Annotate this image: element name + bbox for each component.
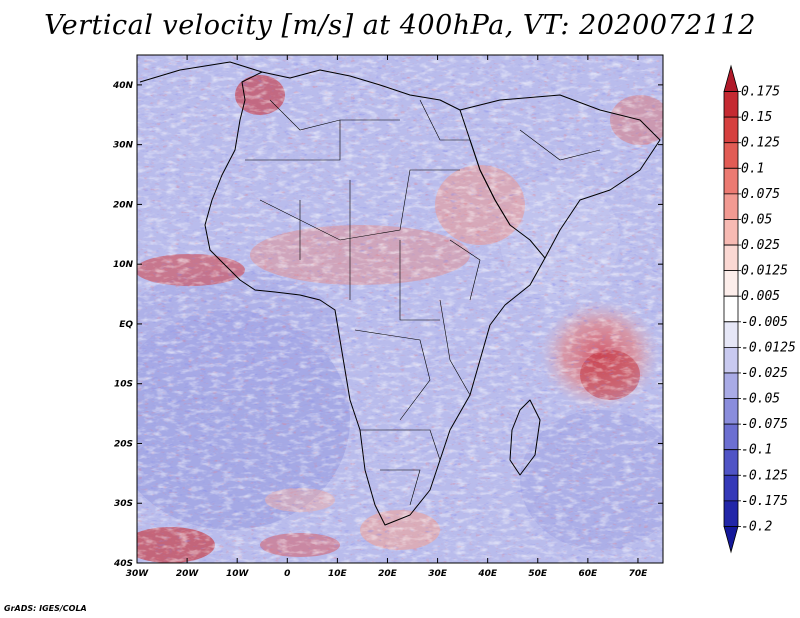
colorbar-label: -0.05: [741, 392, 780, 407]
colorbar-swatch: [723, 193, 739, 220]
colorbar-label: -0.005: [741, 315, 788, 330]
lon-tick-label: 10E: [328, 569, 348, 579]
colorbar-swatch: [723, 64, 739, 92]
colorbar-swatch: [723, 244, 739, 272]
colorbar-label: -0.075: [741, 417, 788, 432]
colorbar: 0.175 0.15 0.125 0.1 0.075 0.05 0.025 0.0125 0.0…: [723, 64, 796, 554]
colorbar-label: 0.05: [741, 212, 772, 227]
chart-title: Vertical velocity [m/s] at 400hPa, VT: 2…: [44, 10, 756, 41]
colorbar-label: -0.025: [741, 366, 788, 381]
colorbar-label: -0.2: [741, 519, 772, 534]
colorbar-label: 0.175: [741, 85, 780, 100]
colorbar-swatch: [723, 423, 739, 451]
colorbar-label: -0.0125: [741, 340, 796, 355]
colorbar-label: 0.15: [741, 110, 772, 125]
lon-tick-label: 30E: [428, 569, 448, 579]
lat-tick-label: 10S: [114, 380, 133, 390]
coastlines: [139, 61, 661, 526]
colorbar-label: 0.125: [741, 136, 780, 151]
lat-tick-label: 30S: [114, 499, 133, 509]
colorbar-label: -0.1: [741, 443, 772, 458]
colorbar-swatch: [723, 398, 739, 425]
colorbar-swatch: [723, 372, 739, 399]
lon-tick-label: 40E: [477, 569, 498, 579]
colorbar-label: 0.005: [741, 289, 780, 304]
lat-tick-label: 10N: [113, 260, 134, 270]
country-borders: [245, 99, 601, 506]
colorbar-label: 0.0125: [741, 264, 788, 279]
lon-tick-label: 30W: [126, 569, 150, 579]
lat-tick-label: 20N: [113, 200, 134, 210]
colorbar-label: 0.025: [741, 238, 780, 253]
lat-tick-label: 20S: [114, 439, 133, 449]
colorbar-swatch: [723, 346, 739, 374]
colorbar-swatch: [723, 474, 739, 502]
colorbar-label: 0.1: [741, 161, 764, 176]
lat-axis: 40N 30N 20N 10N EQ 10S 20S 30S 40S: [112, 81, 663, 569]
colorbar-swatch: [723, 270, 739, 297]
lon-tick-label: 10W: [226, 569, 250, 579]
colorbar-swatch: [723, 116, 739, 144]
lat-tick-label: 40S: [113, 559, 133, 569]
lon-tick-label: 20E: [378, 569, 398, 579]
colorbar-label: -0.125: [741, 468, 788, 483]
colorbar-swatch: [723, 449, 739, 476]
colorbar-swatch: [723, 321, 739, 348]
colorbar-swatch: [723, 500, 739, 527]
colorbar-swatch: [723, 526, 739, 554]
lon-tick-label: 60E: [579, 569, 599, 579]
footer-credit: GrADS: IGES/COLA: [4, 604, 87, 613]
colorbar-swatch: [723, 91, 739, 118]
colorbar-label: -0.175: [741, 494, 788, 509]
colorbar-swatch: [723, 219, 739, 246]
lon-tick-label: 70E: [629, 569, 649, 579]
lon-axis: 30W 20W 10W 0 10E 20E 30E 40E 50E 60E 70E: [126, 55, 648, 579]
velocity-field: [137, 55, 663, 563]
lat-tick-label: EQ: [119, 320, 133, 330]
lon-tick-label: 50E: [528, 569, 548, 579]
plot-frame: [136, 54, 664, 564]
lon-tick-label: 20W: [176, 569, 200, 579]
lat-tick-label: 40N: [112, 81, 134, 91]
lon-tick-label: 0: [284, 569, 290, 579]
colorbar-swatch: [723, 167, 739, 195]
colorbar-swatch: [723, 295, 739, 323]
colorbar-swatch: [723, 142, 739, 169]
lat-tick-label: 30N: [113, 141, 134, 151]
colorbar-label: 0.075: [741, 187, 780, 202]
